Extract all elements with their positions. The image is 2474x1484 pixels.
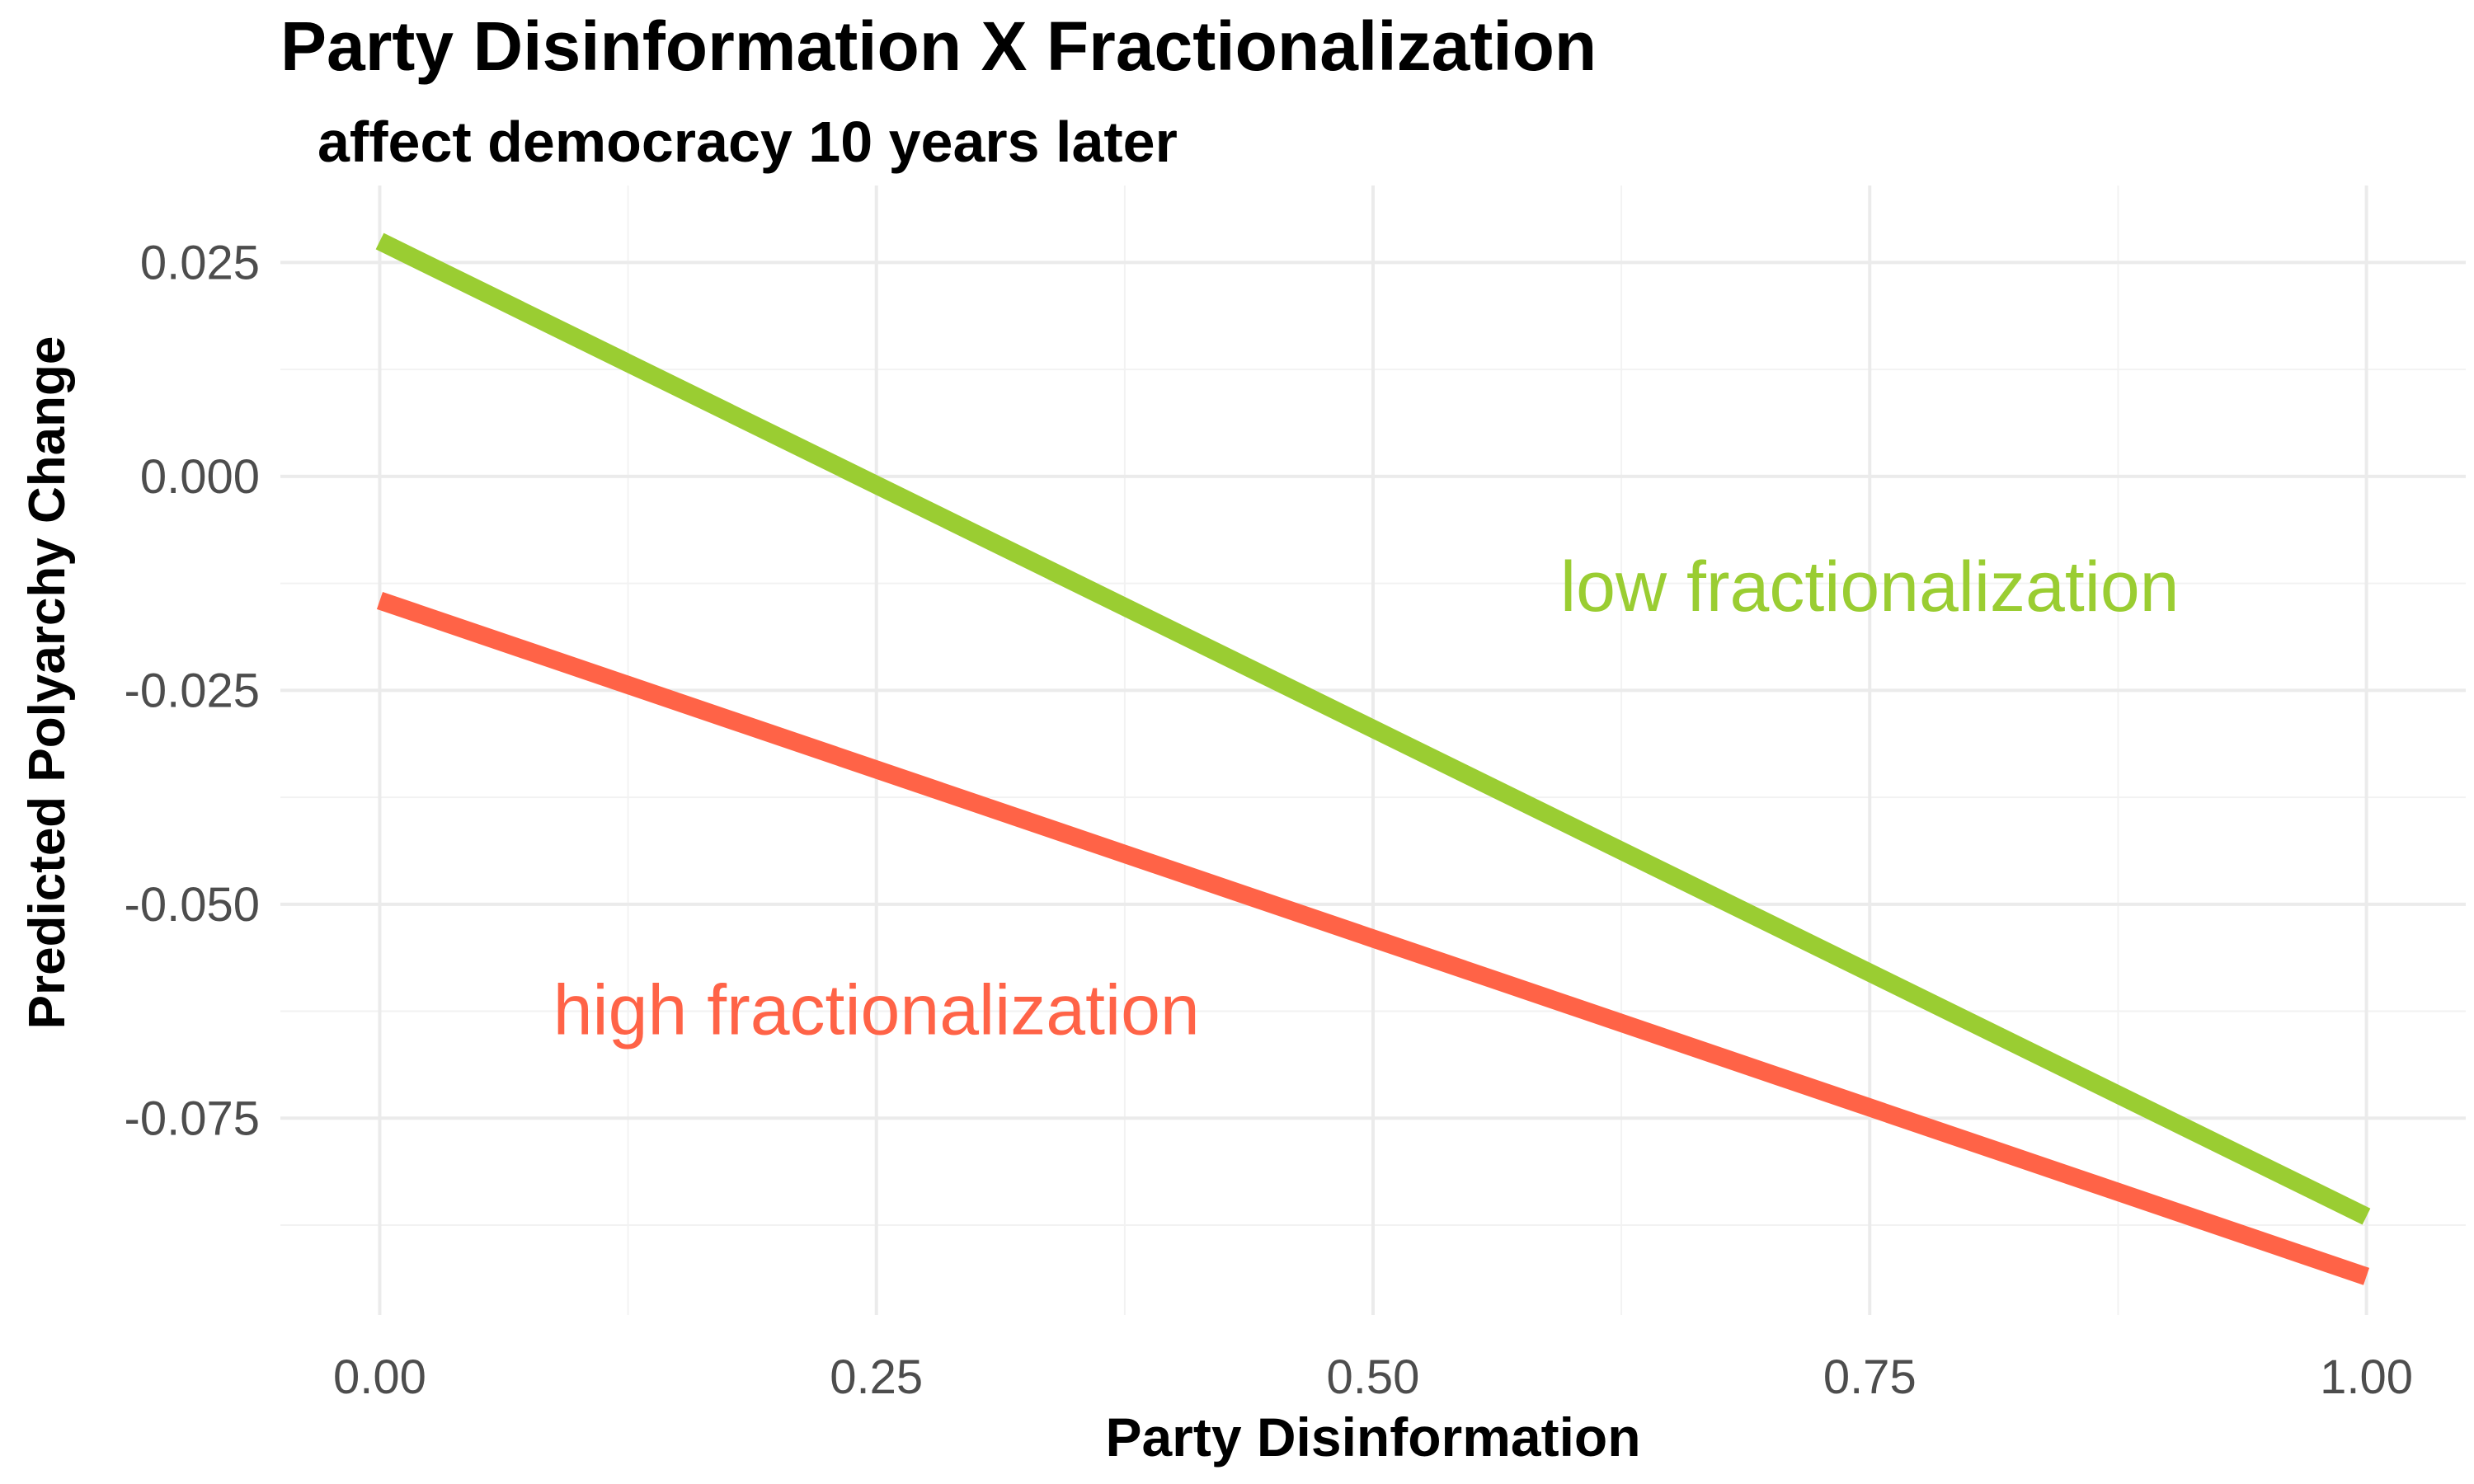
x-tick-label: 0.00 (333, 1350, 426, 1404)
x-tick-label: 0.75 (1823, 1350, 1917, 1404)
x-tick-label: 1.00 (2320, 1350, 2413, 1404)
x-axis-title: Party Disinformation (1105, 1407, 1640, 1468)
y-axis-tick-labels: 0.025 0.000 -0.025 -0.050 -0.075 (125, 236, 260, 1145)
y-tick-label: -0.025 (125, 664, 260, 717)
y-tick-label: 0.000 (140, 450, 260, 504)
series-label: low fractionalization (1560, 547, 2179, 627)
x-tick-label: 0.25 (830, 1350, 923, 1404)
x-tick-label: 0.50 (1327, 1350, 1420, 1404)
series-line (376, 591, 2370, 1285)
chart-subtitle: affect democracy 10 years later (317, 110, 1178, 174)
y-tick-label: -0.050 (125, 878, 260, 932)
series-lines (375, 232, 2371, 1285)
chart-title: Party Disinformation X Fractionalization (280, 7, 1597, 85)
series-line (375, 232, 2371, 1225)
y-axis-title: Predicted Polyarchy Change (19, 336, 76, 1030)
series-labels: low fractionalization high fractionalizat… (553, 547, 2180, 1050)
series-label: high fractionalization (553, 971, 1200, 1050)
grid-lines (280, 186, 2466, 1315)
y-tick-label: -0.075 (125, 1092, 260, 1145)
y-tick-label: 0.025 (140, 236, 260, 289)
x-axis-tick-labels: 0.00 0.25 0.50 0.75 1.00 (333, 1350, 2413, 1404)
